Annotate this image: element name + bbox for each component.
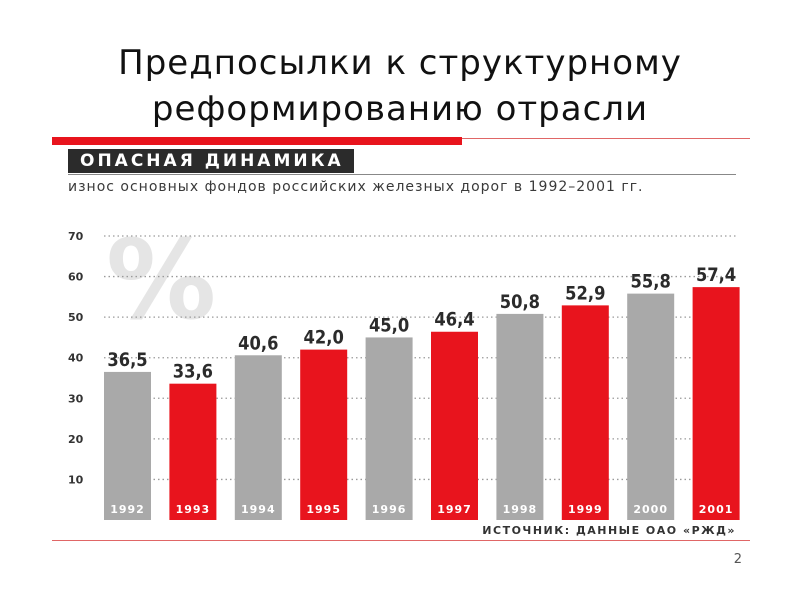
chart-subtitle: износ основных фондов российских железны… xyxy=(68,179,644,195)
bar-1999 xyxy=(561,305,609,520)
y-tick-label-10: 10 xyxy=(68,473,84,486)
bar-1994 xyxy=(234,355,282,520)
value-label-2000: 55,8 xyxy=(631,272,671,293)
category-label-1995: 1995 xyxy=(306,503,341,516)
y-tick-label-50: 50 xyxy=(68,311,84,324)
y-tick-label-60: 60 xyxy=(68,271,84,284)
bar-1998 xyxy=(496,313,544,520)
slide-title-line-2: реформированию отрасли xyxy=(151,89,649,129)
bottom-rule xyxy=(52,540,750,541)
bar-2001 xyxy=(692,287,740,520)
category-label-1992: 1992 xyxy=(110,503,145,516)
value-label-1998: 50,8 xyxy=(500,292,540,313)
category-label-1994: 1994 xyxy=(241,503,276,516)
title-underline-red xyxy=(52,137,462,145)
value-label-1999: 52,9 xyxy=(565,283,605,304)
category-label-1997: 1997 xyxy=(437,503,472,516)
bar-2000 xyxy=(627,293,675,520)
category-label-1999: 1999 xyxy=(568,503,603,516)
value-label-1994: 40,6 xyxy=(238,333,278,354)
y-tick-label-70: 70 xyxy=(68,230,84,243)
chart-source: ИСТОЧНИК: ДАННЫЕ ОАО «РЖД» xyxy=(482,524,736,537)
category-label-2001: 2001 xyxy=(699,503,734,516)
title-underline-thin xyxy=(462,138,750,139)
category-label-1996: 1996 xyxy=(372,503,407,516)
unit-symbol: % xyxy=(106,216,216,344)
slide-title: Предпосылки к структурному реформировани… xyxy=(0,40,800,132)
chart-title: ОПАСНАЯ ДИНАМИКА xyxy=(68,149,354,173)
category-label-1993: 1993 xyxy=(176,503,211,516)
value-label-1992: 36,5 xyxy=(107,350,147,371)
bar-1993 xyxy=(169,383,217,520)
slide-title-line-1: Предпосылки к структурному xyxy=(118,43,682,83)
bar-1997 xyxy=(431,331,478,520)
y-tick-label-20: 20 xyxy=(68,433,84,446)
y-tick-label-30: 30 xyxy=(68,392,84,405)
page-number: 2 xyxy=(733,552,742,567)
category-label-2000: 2000 xyxy=(633,503,668,516)
value-label-1996: 45,0 xyxy=(369,315,409,336)
value-label-1997: 46,4 xyxy=(434,310,474,331)
chart-title-rule xyxy=(68,174,736,175)
value-label-1995: 42,0 xyxy=(304,328,344,349)
bar-1996 xyxy=(365,337,413,520)
y-tick-label-40: 40 xyxy=(68,352,84,365)
bar-1992 xyxy=(104,371,151,520)
value-label-2001: 57,4 xyxy=(696,265,736,286)
value-label-1993: 33,6 xyxy=(173,362,213,383)
category-label-1998: 1998 xyxy=(503,503,538,516)
bar-1995 xyxy=(300,349,348,520)
